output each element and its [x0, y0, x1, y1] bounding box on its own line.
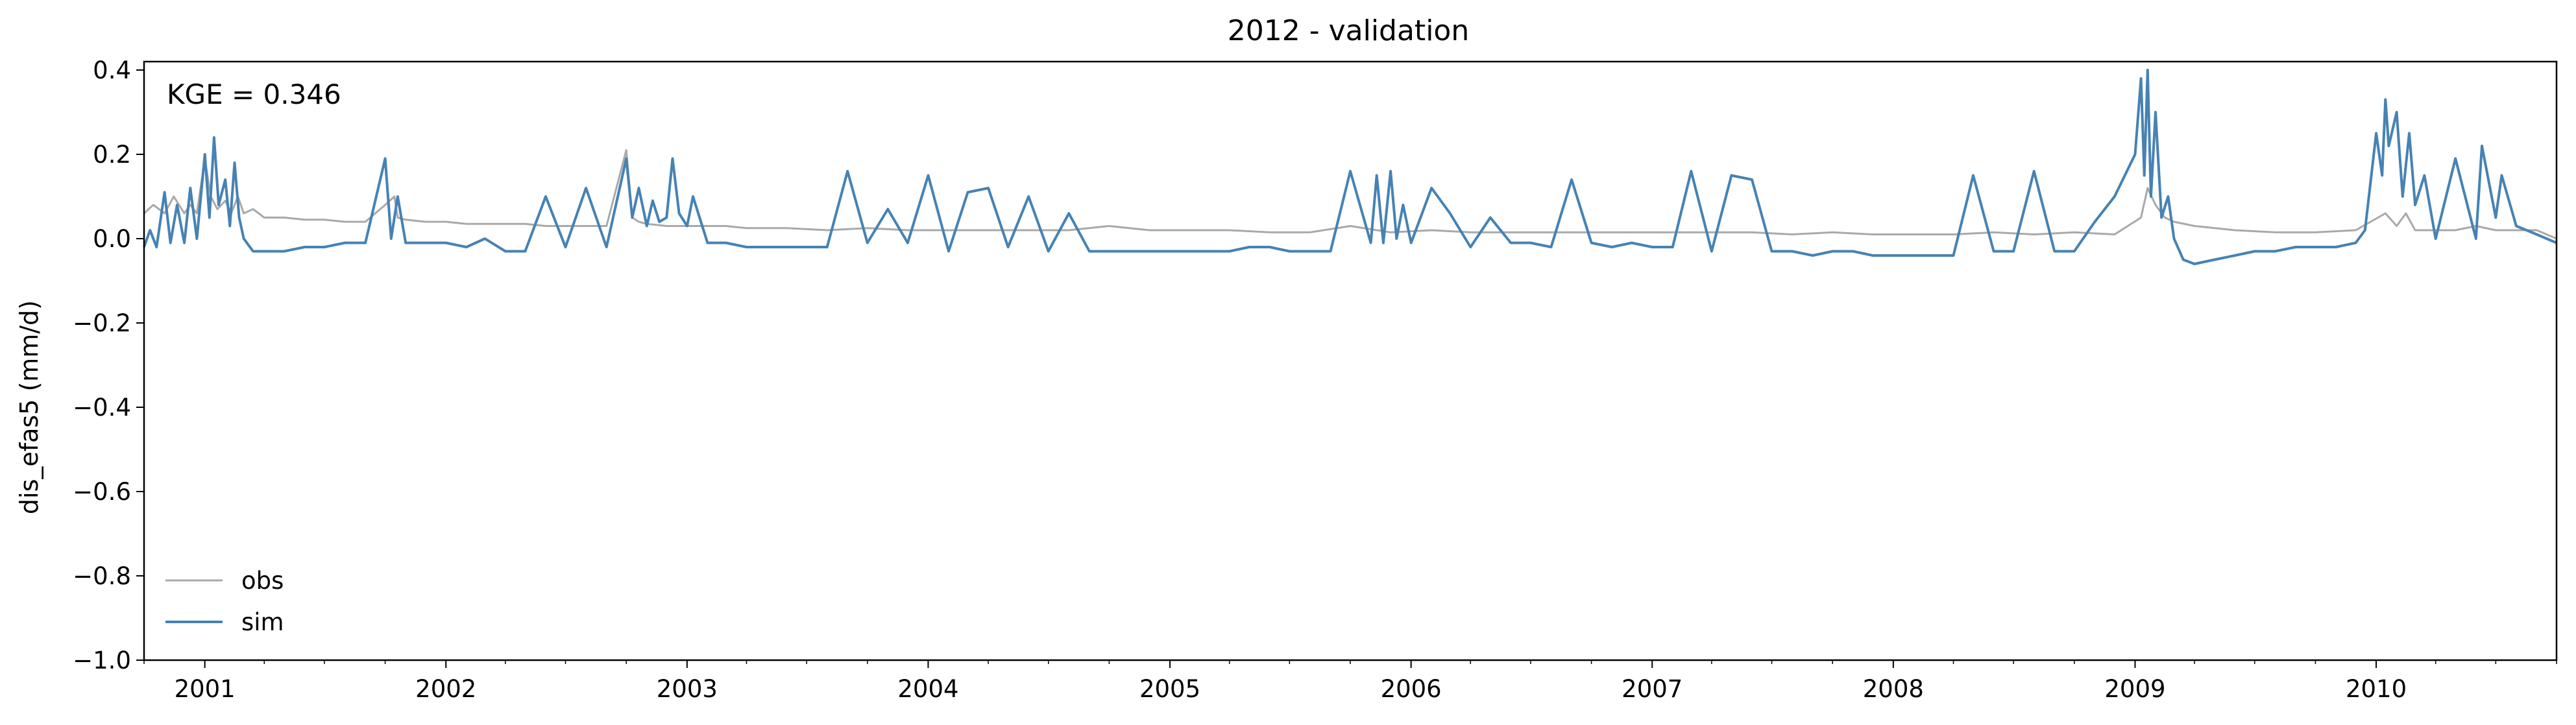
- x-tick-label: 2001: [175, 675, 236, 703]
- x-tick-label: 2007: [1622, 675, 1683, 703]
- series-line-sim: [143, 69, 2557, 265]
- y-tick-label: 0.2: [93, 141, 131, 169]
- y-tick-label: −0.4: [73, 394, 131, 422]
- x-tick-label: 2005: [1139, 675, 1200, 703]
- legend-label-obs: obs: [241, 567, 284, 595]
- y-tick-label: 0.0: [93, 225, 131, 253]
- x-tick-label: 2010: [2346, 675, 2407, 703]
- chart-legend: obs sim: [165, 567, 284, 636]
- chart-title: 2012 - validation: [1228, 14, 1469, 47]
- x-tick-label: 2009: [2104, 675, 2165, 703]
- y-tick-label: −0.6: [73, 478, 131, 506]
- x-tick-label: 2008: [1863, 675, 1924, 703]
- legend-label-sim: sim: [241, 608, 284, 636]
- y-tick-label: −0.8: [73, 562, 131, 590]
- x-tick-label: 2004: [897, 675, 958, 703]
- x-tick-label: 2003: [657, 675, 718, 703]
- kge-annotation: KGE = 0.346: [167, 78, 341, 110]
- y-axis-label: dis_efas5 (mm/d): [15, 300, 43, 514]
- y-tick-label: −1.0: [73, 647, 131, 674]
- x-tick-label: 2006: [1381, 675, 1442, 703]
- y-tick-label: −0.2: [73, 309, 131, 337]
- x-tick-label: 2002: [415, 675, 476, 703]
- y-tick-label: 0.4: [93, 56, 131, 84]
- plot-area: [143, 69, 2557, 265]
